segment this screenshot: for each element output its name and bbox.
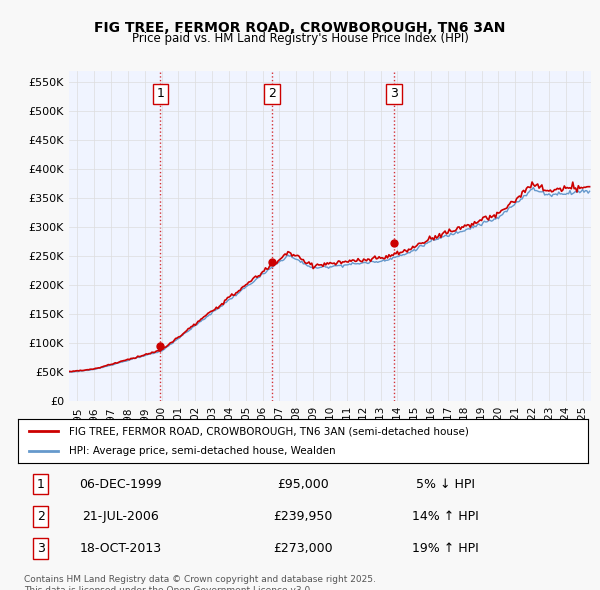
Text: 18-OCT-2013: 18-OCT-2013: [80, 542, 161, 555]
Text: Contains HM Land Registry data © Crown copyright and database right 2025.
This d: Contains HM Land Registry data © Crown c…: [24, 575, 376, 590]
Text: 19% ↑ HPI: 19% ↑ HPI: [412, 542, 479, 555]
Text: 1: 1: [157, 87, 164, 100]
Text: Price paid vs. HM Land Registry's House Price Index (HPI): Price paid vs. HM Land Registry's House …: [131, 32, 469, 45]
Text: £273,000: £273,000: [273, 542, 333, 555]
Text: 21-JUL-2006: 21-JUL-2006: [82, 510, 159, 523]
Text: FIG TREE, FERMOR ROAD, CROWBOROUGH, TN6 3AN: FIG TREE, FERMOR ROAD, CROWBOROUGH, TN6 …: [94, 21, 506, 35]
Text: 1: 1: [37, 478, 45, 491]
Text: 5% ↓ HPI: 5% ↓ HPI: [416, 478, 475, 491]
Text: 3: 3: [37, 542, 45, 555]
Text: FIG TREE, FERMOR ROAD, CROWBOROUGH, TN6 3AN (semi-detached house): FIG TREE, FERMOR ROAD, CROWBOROUGH, TN6 …: [70, 427, 469, 436]
Text: 06-DEC-1999: 06-DEC-1999: [79, 478, 162, 491]
Text: 2: 2: [37, 510, 45, 523]
Text: 2: 2: [268, 87, 276, 100]
Text: HPI: Average price, semi-detached house, Wealden: HPI: Average price, semi-detached house,…: [70, 446, 336, 455]
Text: 14% ↑ HPI: 14% ↑ HPI: [412, 510, 479, 523]
Text: £239,950: £239,950: [274, 510, 332, 523]
Text: £95,000: £95,000: [277, 478, 329, 491]
Text: 3: 3: [390, 87, 398, 100]
